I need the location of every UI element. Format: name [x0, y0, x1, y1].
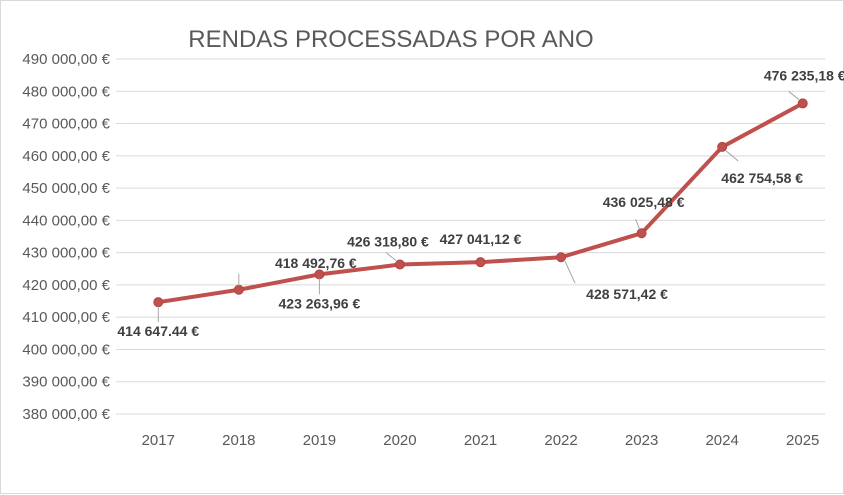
data-point	[475, 257, 486, 268]
data-label: 476 235,18 €	[764, 67, 844, 83]
x-axis-ticks: 2017 2018 2019 2020 2021 2022 2023 2024 2025	[142, 432, 820, 449]
series-line-path	[156, 101, 805, 305]
y-tick-label: 390 000,00 €	[22, 374, 110, 391]
y-tick-label: 410 000,00 €	[22, 309, 110, 326]
y-tick-label: 490 000,00 €	[22, 51, 110, 68]
x-tick-label: 2023	[625, 432, 658, 449]
label-leader-line	[564, 261, 576, 284]
x-tick-label: 2020	[383, 432, 416, 449]
y-tick-label: 470 000,00 €	[22, 116, 110, 133]
y-tick-label: 460 000,00 €	[22, 148, 110, 165]
data-label: 426 318,80 €	[347, 234, 429, 250]
data-point	[233, 284, 244, 295]
y-tick-label: 450 000,00 €	[22, 180, 110, 197]
x-tick-label: 2024	[705, 432, 738, 449]
x-tick-label: 2018	[222, 432, 255, 449]
data-point	[797, 98, 808, 109]
data-label: 462 754,58 €	[721, 170, 803, 186]
data-point	[153, 297, 164, 308]
data-point	[314, 269, 325, 280]
y-tick-label: 380 000,00 €	[22, 406, 110, 423]
label-leader-line	[635, 219, 641, 230]
x-tick-label: 2025	[786, 432, 819, 449]
data-point	[717, 141, 728, 152]
gridlines	[116, 58, 825, 415]
x-tick-label: 2019	[303, 432, 336, 449]
series-line	[153, 98, 808, 308]
y-tick-label: 430 000,00 €	[22, 245, 110, 262]
data-label: 423 263,96 €	[279, 295, 361, 311]
x-tick-label: 2017	[142, 432, 175, 449]
data-label: 414 647.44 €	[117, 323, 199, 339]
x-tick-label: 2021	[464, 432, 497, 449]
y-tick-label: 480 000,00 €	[22, 83, 110, 100]
x-tick-label: 2022	[544, 432, 577, 449]
data-point	[636, 228, 647, 239]
y-tick-label: 440 000,00 €	[22, 212, 110, 229]
data-label: 427 041,12 €	[440, 231, 522, 247]
data-label: 436 025,48 €	[603, 194, 685, 210]
label-leader-line	[385, 252, 397, 261]
data-point	[556, 252, 567, 263]
chart-title: RENDAS PROCESSADAS POR ANO	[188, 26, 593, 53]
data-label: 418 492,76 €	[275, 255, 357, 271]
label-leader-line	[788, 91, 800, 100]
y-tick-label: 400 000,00 €	[22, 341, 110, 358]
data-point	[394, 259, 405, 270]
data-labels: 414 647.44 € 418 492,76 € 423 263,96 € 426 …	[117, 67, 844, 339]
y-tick-label: 420 000,00 €	[22, 277, 110, 294]
label-leader-line	[725, 150, 739, 162]
data-label: 428 571,42 €	[586, 286, 668, 302]
y-axis-ticks: 490 000,00 € 480 000,00 € 470 000,00 € 460 …	[22, 51, 110, 423]
